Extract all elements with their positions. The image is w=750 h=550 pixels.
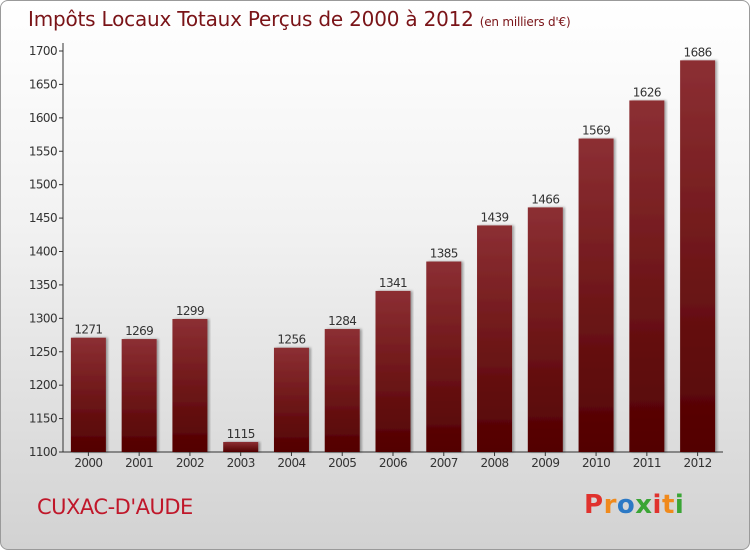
x-tick-label: 2008: [480, 456, 508, 470]
bar-value-label: 1284: [328, 314, 356, 328]
y-tick-label: 1650: [29, 77, 57, 91]
logo-letter: i: [674, 490, 685, 520]
bar: [477, 225, 513, 452]
x-tick-label: 2010: [582, 456, 610, 470]
logo-letter: t: [661, 490, 675, 520]
bar: [172, 319, 208, 452]
bar: [578, 138, 614, 452]
x-tick-label: 2000: [74, 456, 102, 470]
y-tick-label: 1250: [29, 345, 57, 359]
bar-value-label: 1269: [125, 324, 153, 338]
y-tick-label: 1600: [29, 111, 57, 125]
y-tick-label: 1350: [29, 278, 57, 292]
bar: [223, 441, 259, 452]
y-tick-label: 1150: [29, 412, 57, 426]
bar-value-label: 1569: [582, 124, 610, 138]
bar-value-label: 1686: [684, 45, 712, 59]
bar: [324, 329, 360, 452]
bar-value-label: 1256: [277, 333, 305, 347]
logo-letter: x: [635, 490, 653, 520]
chart-title: Impôts Locaux Totaux Perçus de 2000 à 20…: [28, 7, 571, 31]
bar: [629, 100, 665, 452]
bar-value-label: 1466: [531, 192, 559, 206]
bar-value-label: 1341: [379, 276, 407, 290]
x-tick-label: 2003: [227, 456, 255, 470]
logo-letter: o: [616, 490, 636, 520]
proxiti-logo: Proxiti: [584, 490, 684, 520]
bar-value-label: 1115: [227, 427, 255, 441]
bar-value-label: 1271: [74, 323, 102, 337]
unit-label: (en milliers d'€): [479, 15, 571, 29]
title-text: Impôts Locaux Totaux Perçus de 2000 à 20…: [28, 7, 474, 31]
y-tick-label: 1300: [29, 311, 57, 325]
x-tick-label: 2009: [531, 456, 559, 470]
city-name: CUXAC-D'AUDE: [37, 495, 193, 519]
y-tick-label: 1500: [29, 178, 57, 192]
y-tick-label: 1450: [29, 211, 57, 225]
x-tick-label: 2004: [277, 456, 305, 470]
bar: [121, 339, 157, 452]
y-tick-label: 1100: [29, 445, 57, 459]
logo-letter: r: [603, 490, 617, 520]
bar-value-label: 1439: [480, 210, 508, 224]
bar-value-label: 1385: [430, 247, 458, 261]
x-tick-label: 2007: [430, 456, 458, 470]
bar: [375, 290, 411, 452]
bar: [680, 60, 716, 453]
bar-value-label: 1299: [176, 304, 204, 318]
y-tick-label: 1200: [29, 378, 57, 392]
y-tick-label: 1400: [29, 245, 57, 259]
x-tick-label: 2001: [125, 456, 153, 470]
logo-letter: P: [584, 490, 604, 520]
x-tick-label: 2002: [176, 456, 204, 470]
y-tick-label: 1550: [29, 144, 57, 158]
bar: [273, 347, 309, 452]
y-tick-label: 1700: [29, 44, 57, 58]
x-tick-label: 2006: [379, 456, 407, 470]
x-tick-label: 2011: [633, 456, 661, 470]
logo-letter: i: [652, 490, 662, 520]
bar-value-label: 1626: [633, 85, 661, 99]
x-tick-label: 2012: [684, 456, 712, 470]
bar: [426, 261, 462, 452]
bar: [527, 207, 563, 452]
bar: [70, 337, 106, 452]
x-tick-label: 2005: [328, 456, 356, 470]
